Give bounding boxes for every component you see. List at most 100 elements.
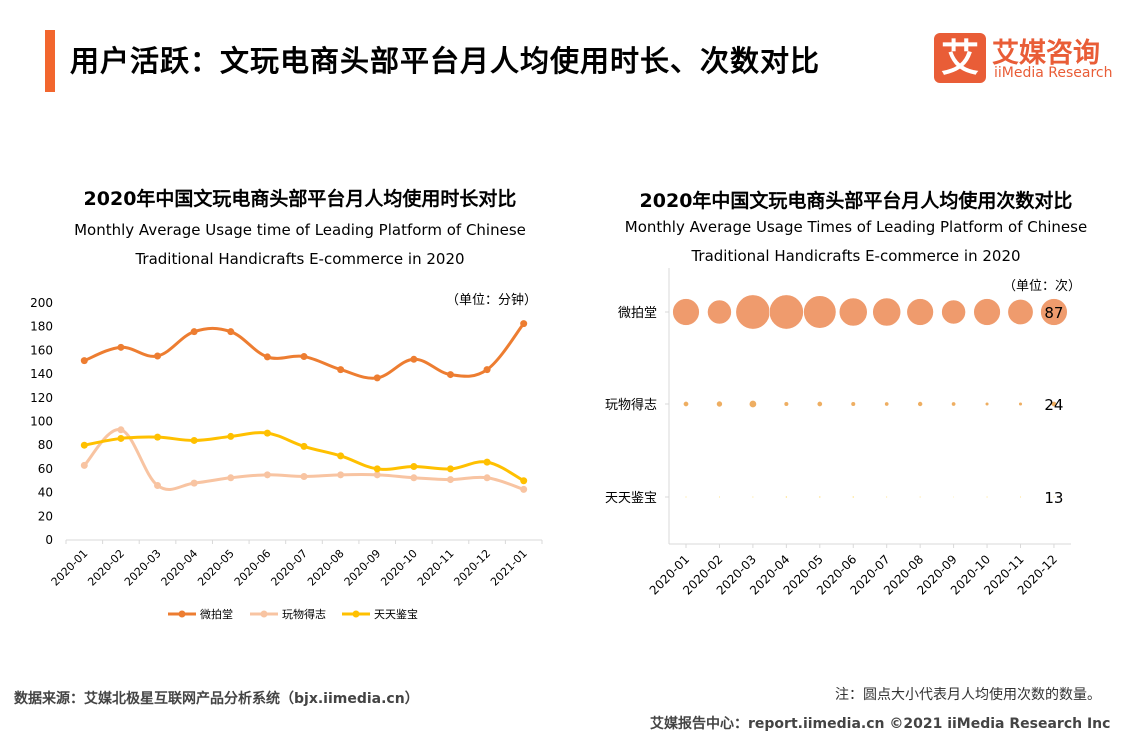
bubble <box>672 298 700 326</box>
data-point <box>373 465 381 473</box>
y-tick-label: 20 <box>38 509 53 523</box>
data-point <box>263 471 271 479</box>
y-tick-label: 160 <box>30 343 53 357</box>
data-point <box>300 442 308 450</box>
bubble <box>707 299 732 325</box>
bubble <box>952 496 955 498</box>
data-point <box>154 433 162 441</box>
y-tick-label: 40 <box>38 486 53 500</box>
right-chart-subtitle-1: Monthly Average Usage Times of Leading P… <box>624 218 1088 236</box>
bubble <box>906 298 934 326</box>
x-tick-label: 2020-12 <box>452 547 494 589</box>
bubble <box>718 495 721 499</box>
y-tick-label: 140 <box>30 367 53 381</box>
x-tick-label: 2020-07 <box>268 547 310 589</box>
x-tick-label: 2020-09 <box>342 547 384 589</box>
data-label: 24 <box>1044 396 1063 414</box>
data-point <box>337 366 345 374</box>
y-tick-label: 120 <box>30 391 53 405</box>
data-point <box>263 429 271 437</box>
legend-label: 天天鉴宝 <box>374 607 418 621</box>
logo-name-cn: 艾媒咨询 <box>992 38 1100 69</box>
bubble <box>735 294 771 330</box>
data-point <box>483 366 491 374</box>
data-point <box>520 477 528 485</box>
data-point <box>337 471 345 479</box>
bubble <box>1019 495 1022 499</box>
logo-name-en: iiMedia Research <box>994 65 1113 81</box>
data-point <box>446 371 454 379</box>
bubble <box>1007 298 1034 325</box>
title-accent-bar <box>45 30 55 92</box>
footer-site: 艾媒报告中心：report.iimedia.cn ©2021 iiMedia R… <box>650 716 1111 732</box>
y-category-label: 天天鉴宝 <box>605 491 657 506</box>
data-source: 数据来源：艾媒北极星互联网产品分析系统（bjx.iimedia.cn） <box>14 691 419 707</box>
x-tick-label: 2020-04 <box>159 547 201 589</box>
bubble <box>851 495 855 499</box>
bubble <box>716 400 723 408</box>
data-point <box>154 481 162 489</box>
data-point <box>117 343 125 351</box>
bubble <box>885 495 888 499</box>
bubble <box>941 299 966 325</box>
x-tick-label: 2020-01 <box>49 547 91 589</box>
data-point <box>190 328 198 336</box>
bubble <box>751 495 754 499</box>
data-point <box>410 355 418 363</box>
data-point <box>483 458 491 466</box>
bubble <box>1052 495 1056 499</box>
x-tick-label: 2021-01 <box>488 547 530 589</box>
bubble <box>748 400 757 408</box>
data-point <box>227 432 235 440</box>
bubble <box>872 297 902 327</box>
right-chart-subtitle-2: Traditional Handicrafts E-commerce in 20… <box>691 247 1021 265</box>
bubble <box>684 495 688 499</box>
x-tick-label: 2020-02 <box>85 547 127 589</box>
left-chart-title: 2020年中国文玩电商头部平台月人均使用时长对比 <box>83 188 517 210</box>
x-tick-label: 2020-08 <box>305 547 347 589</box>
bubble <box>951 401 957 407</box>
x-tick-label: 2020-05 <box>195 547 237 589</box>
bubble <box>1040 298 1068 326</box>
data-point <box>227 474 235 482</box>
legend-marker <box>352 610 360 618</box>
line-chart: 0204060801001201401601802002020-012020-0… <box>30 296 543 621</box>
y-category-label: 玩物得志 <box>605 397 657 413</box>
bubble <box>838 297 868 327</box>
bubble-chart: 2020-012020-022020-032020-042020-052020-… <box>605 268 1071 598</box>
data-point <box>410 463 418 471</box>
y-tick-label: 80 <box>38 438 53 452</box>
data-point <box>80 357 88 365</box>
left-chart-subtitle-1: Monthly Average Usage time of Leading Pl… <box>74 221 526 239</box>
bubble <box>1018 401 1023 407</box>
data-point <box>483 474 491 482</box>
logo-mark: 艾 <box>934 33 986 83</box>
bubble <box>985 495 989 499</box>
data-label: 87 <box>1044 304 1063 322</box>
x-tick-label: 2020-11 <box>415 547 457 589</box>
bubble <box>850 401 856 407</box>
x-tick-label: 2020-03 <box>122 547 164 589</box>
y-tick-label: 180 <box>30 320 53 334</box>
data-point <box>373 374 381 382</box>
chart-note: 注：圆点大小代表月人均使用次数的数量。 <box>835 687 1101 703</box>
data-point <box>80 441 88 449</box>
bubble <box>785 495 788 499</box>
page-title: 用户活跃：文玩电商头部平台月人均使用时长、次数对比 <box>70 44 821 78</box>
data-label: 13 <box>1044 489 1063 507</box>
legend-marker <box>178 610 186 618</box>
data-point <box>80 461 88 469</box>
series-line-微拍堂 <box>83 322 525 380</box>
x-tick-label: 2020-10 <box>378 547 420 589</box>
data-point <box>227 328 235 336</box>
right-chart-title: 2020年中国文玩电商头部平台月人均使用次数对比 <box>639 190 1073 212</box>
data-point <box>190 436 198 444</box>
bubble <box>783 401 789 407</box>
bubble <box>884 401 890 407</box>
bubble <box>803 295 837 329</box>
y-tick-label: 100 <box>30 415 53 429</box>
data-point <box>520 320 528 328</box>
bubble <box>818 495 822 499</box>
y-tick-label: 0 <box>45 533 53 547</box>
legend-marker <box>260 610 268 618</box>
